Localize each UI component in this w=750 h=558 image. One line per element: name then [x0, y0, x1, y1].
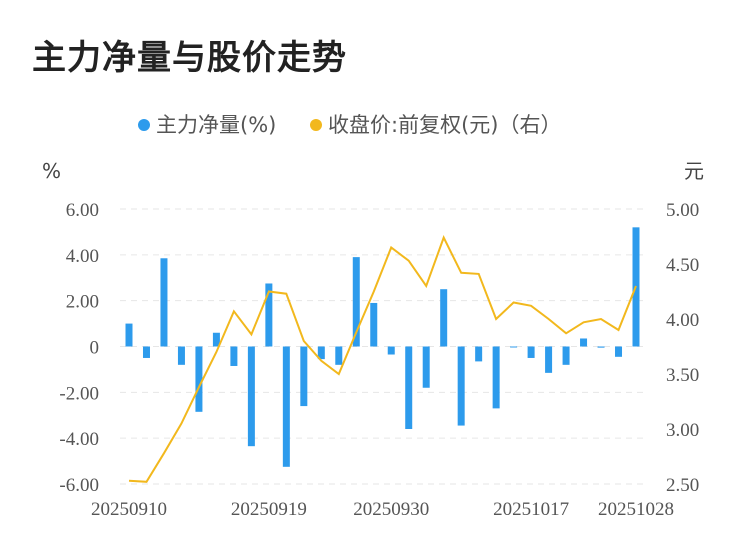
bar: [300, 346, 308, 407]
chart-title: 主力净量与股价走势: [32, 38, 347, 78]
bar: [597, 346, 605, 348]
bar: [335, 346, 343, 365]
left-tick-label: -6.00: [59, 475, 99, 496]
right-tick-label: 4.00: [666, 310, 699, 331]
bar: [527, 346, 535, 358]
bar: [177, 346, 185, 365]
bar: [370, 302, 378, 347]
legend: 主力净量(%) 收盘价:前复权(元)（右）: [138, 113, 561, 137]
bar: [562, 346, 570, 365]
legend-bar-label: 主力净量(%): [156, 113, 276, 137]
x-axis-ticks: 20250910 20250919 20250930 20251017 20251028: [91, 499, 674, 520]
price-line: [128, 235, 637, 483]
bar: [545, 346, 553, 373]
left-tick-label: -4.00: [59, 429, 99, 450]
legend-line-label: 收盘价:前复权(元)（右）: [328, 113, 561, 137]
right-axis-ticks: 5.00 4.50 4.00 3.50 3.00 2.50: [666, 200, 699, 496]
bar: [580, 338, 588, 347]
bar: [212, 332, 220, 347]
bar: [230, 346, 238, 366]
right-tick-label: 5.00: [666, 200, 699, 221]
x-tick-label: 20251017: [493, 499, 569, 520]
legend-line-marker: [310, 119, 322, 131]
bar: [457, 346, 465, 426]
bar: [475, 346, 483, 362]
left-tick-label: 2.00: [66, 292, 99, 313]
right-tick-label: 2.50: [666, 475, 699, 496]
bar: [492, 346, 500, 409]
bar: [615, 346, 623, 357]
right-tick-label: 3.00: [666, 420, 699, 441]
bar: [282, 346, 290, 467]
x-tick-label: 20250919: [231, 499, 307, 520]
x-tick-label: 20250910: [91, 499, 167, 520]
x-tick-label: 20250930: [353, 499, 429, 520]
left-axis-ticks: 6.00 4.00 2.00 0 -2.00 -4.00 -6.00: [59, 200, 99, 496]
bar: [160, 258, 168, 347]
bar: [142, 346, 150, 358]
bar: [405, 346, 413, 429]
left-axis-unit: %: [42, 159, 61, 183]
bar: [440, 289, 448, 347]
right-tick-label: 3.50: [666, 365, 699, 386]
right-tick-label: 4.50: [666, 255, 699, 276]
left-tick-label: 6.00: [66, 200, 99, 221]
bar-series: [125, 227, 640, 467]
x-tick-label: 20251028: [598, 499, 674, 520]
bar: [422, 346, 430, 388]
bar: [317, 346, 325, 360]
left-tick-label: 4.00: [66, 246, 99, 267]
bar: [265, 283, 273, 347]
bar: [125, 323, 133, 347]
bar: [387, 346, 395, 355]
legend-bar-marker: [138, 119, 150, 131]
bar: [352, 257, 360, 347]
bar: [195, 346, 203, 412]
right-axis-unit: 元: [684, 159, 704, 183]
bar: [247, 346, 255, 447]
left-tick-label: 0: [90, 338, 100, 359]
bar: [510, 346, 518, 348]
left-tick-label: -2.00: [59, 383, 99, 404]
